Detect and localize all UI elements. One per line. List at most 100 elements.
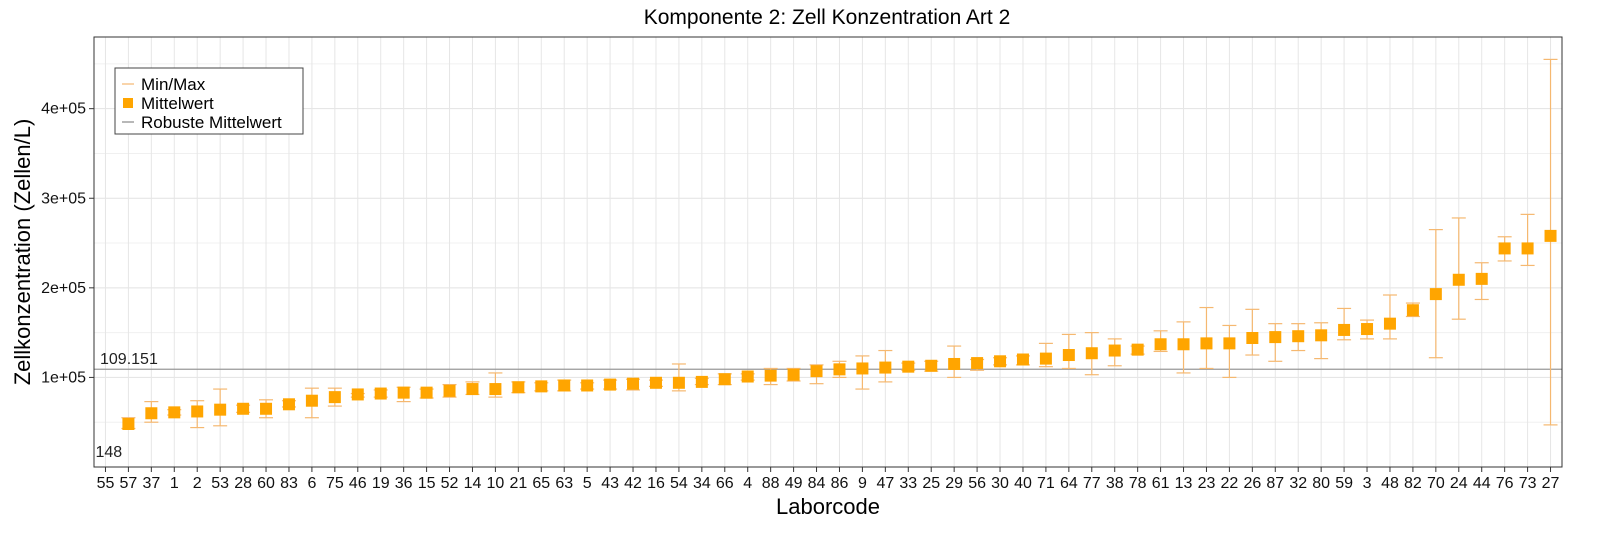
mean-point xyxy=(1383,317,1396,330)
mean-point xyxy=(1292,330,1305,343)
x-axis-title: Laborcode xyxy=(776,494,880,519)
x-tick-label: 84 xyxy=(808,475,826,492)
x-tick-label: 33 xyxy=(899,475,917,492)
legend-item: Mittelwert xyxy=(123,94,214,113)
mean-point xyxy=(1223,337,1236,350)
mean-point xyxy=(1108,344,1121,357)
x-tick-label: 83 xyxy=(280,475,298,492)
mean-point xyxy=(1406,304,1419,317)
x-tick-label: 21 xyxy=(509,475,527,492)
mean-point xyxy=(604,378,617,391)
reference-line: 109.151 148 xyxy=(94,351,1562,461)
x-tick-label: 80 xyxy=(1312,475,1330,492)
x-tick-label: 13 xyxy=(1175,475,1193,492)
x-tick-label: 42 xyxy=(624,475,642,492)
y-axis-ticks: 1e+05 2e+05 3e+05 4e+05 xyxy=(41,101,94,386)
x-tick-label: 52 xyxy=(441,475,459,492)
chart-title: Komponente 2: Zell Konzentration Art 2 xyxy=(644,6,1011,29)
x-tick-label: 73 xyxy=(1519,475,1537,492)
mean-point xyxy=(718,373,731,386)
x-tick-label: 40 xyxy=(1014,475,1032,492)
legend-key-square xyxy=(123,98,133,108)
annotation-label: 148 xyxy=(95,444,122,461)
legend-label: Robuste Mittelwert xyxy=(141,113,282,132)
x-tick-label: 65 xyxy=(532,475,550,492)
mean-point xyxy=(145,407,158,420)
mean-point xyxy=(397,386,410,399)
mean-point xyxy=(1498,242,1511,255)
x-tick-label: 53 xyxy=(211,475,229,492)
mean-point xyxy=(1361,323,1374,336)
x-tick-label: 55 xyxy=(97,475,115,492)
x-tick-label: 14 xyxy=(464,475,482,492)
mean-point xyxy=(971,357,984,370)
x-tick-label: 15 xyxy=(418,475,436,492)
errorbar xyxy=(1222,324,1237,379)
x-tick-label: 44 xyxy=(1473,475,1491,492)
mean-point xyxy=(328,391,341,404)
x-tick-label: 27 xyxy=(1542,475,1560,492)
x-tick-label: 63 xyxy=(555,475,573,492)
x-tick-label: 5 xyxy=(583,475,592,492)
mean-point xyxy=(627,377,640,390)
mean-point xyxy=(581,379,594,392)
plot-panel xyxy=(93,36,1563,468)
x-tick-label: 75 xyxy=(326,475,344,492)
mean-point xyxy=(1085,347,1098,360)
mean-point xyxy=(260,402,273,415)
y-tick-label: 1e+05 xyxy=(41,369,86,386)
mean-point xyxy=(122,418,135,430)
x-tick-label: 66 xyxy=(716,475,734,492)
x-tick-label: 23 xyxy=(1198,475,1216,492)
x-tick-label: 2 xyxy=(193,475,202,492)
x-tick-label: 56 xyxy=(968,475,986,492)
x-tick-label: 1 xyxy=(170,475,179,492)
x-tick-label: 77 xyxy=(1083,475,1101,492)
mean-point xyxy=(879,361,892,374)
x-tick-label: 36 xyxy=(395,475,413,492)
mean-point xyxy=(489,383,502,396)
errorbar xyxy=(1382,294,1397,340)
mean-point xyxy=(1429,288,1442,301)
mean-point xyxy=(695,375,708,388)
x-tick-label: 48 xyxy=(1381,475,1399,492)
mean-point xyxy=(672,376,685,389)
x-tick-label: 22 xyxy=(1221,475,1239,492)
mean-point xyxy=(741,370,754,383)
legend-box xyxy=(114,67,304,135)
mean-point xyxy=(1177,338,1190,351)
x-tick-label: 10 xyxy=(487,475,505,492)
x-tick-label: 34 xyxy=(693,475,711,492)
y-tick-label: 3e+05 xyxy=(41,190,86,207)
x-tick-label: 4 xyxy=(743,475,752,492)
mean-points xyxy=(122,229,1557,430)
x-tick-label: 37 xyxy=(142,475,160,492)
mean-point xyxy=(925,359,938,372)
errorbar xyxy=(1451,217,1466,320)
mean-point xyxy=(1131,343,1144,356)
mean-point xyxy=(764,369,777,382)
x-axis-ticks: 55 57 37 1 2 53 28 60 83 6 75 46 19 36 15 52 14 10 21 65 63 5… xyxy=(97,467,1560,492)
x-tick-label: 88 xyxy=(762,475,780,492)
x-tick-label: 24 xyxy=(1450,475,1468,492)
x-tick-label: 86 xyxy=(831,475,849,492)
mean-point xyxy=(787,368,800,381)
legend-item: Min/Max xyxy=(122,75,206,94)
mean-point xyxy=(1544,229,1557,242)
legend-item: Robuste Mittelwert xyxy=(122,113,282,132)
mean-point xyxy=(512,381,525,394)
mean-point xyxy=(237,402,250,415)
x-tick-label: 78 xyxy=(1129,475,1147,492)
x-tick-label: 30 xyxy=(991,475,1009,492)
x-tick-label: 47 xyxy=(876,475,894,492)
x-tick-label: 29 xyxy=(945,475,963,492)
mean-point xyxy=(1062,349,1075,362)
x-tick-label: 28 xyxy=(234,475,252,492)
x-tick-label: 61 xyxy=(1152,475,1170,492)
mean-point xyxy=(1154,338,1167,351)
errorbar xyxy=(1520,213,1535,267)
y-tick-label: 2e+05 xyxy=(41,280,86,297)
x-tick-label: 70 xyxy=(1427,475,1445,492)
mean-point xyxy=(443,384,456,397)
